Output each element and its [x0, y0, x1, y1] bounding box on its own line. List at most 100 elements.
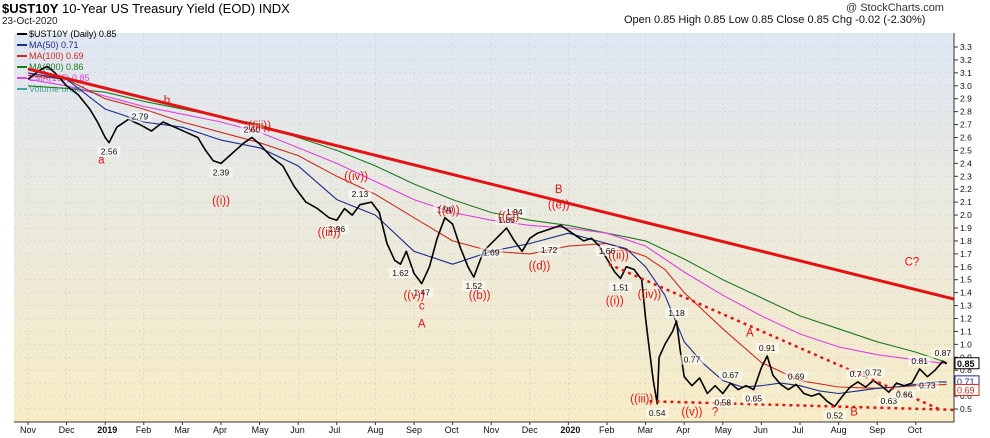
x-tick-label: 2019 — [97, 425, 117, 435]
y-tick-label: 1.6 — [960, 262, 972, 272]
y-tick-label: 0.6 — [960, 391, 972, 401]
price-label-bg — [479, 247, 503, 258]
price-label-bg — [209, 167, 233, 178]
price-label-bg — [742, 393, 766, 404]
legend-entry: $UST10Y (Daily) 0.85 — [29, 29, 116, 39]
price-label: 1.90 — [437, 205, 454, 215]
price-label: 2.60 — [244, 125, 261, 135]
series-line-ema165 — [27, 78, 947, 365]
ohlc-readout: Open 0.85 High 0.85 Low 0.85 Close 0.85 … — [624, 14, 926, 26]
price-label-bg — [348, 189, 372, 200]
y-tick-label: 2.2 — [960, 184, 972, 194]
last-value-tags: 0.85 0.710.69 — [954, 357, 980, 396]
price-label-bg — [877, 396, 901, 407]
x-tick-label: Nov — [483, 425, 500, 435]
price-label-bg — [537, 244, 561, 255]
price-label: 1.51 — [612, 282, 629, 292]
series-line-ma100 — [27, 74, 947, 389]
last-value-label: 0.69 — [957, 385, 975, 395]
y-tick-label: 0.8 — [960, 365, 972, 375]
x-tick-label: Apr — [213, 425, 227, 435]
wave-label: ((iii)) — [248, 121, 271, 133]
x-tick-label: Jul — [329, 425, 341, 435]
x-tick-label: Oct — [445, 425, 460, 435]
price-label: 2.79 — [132, 112, 149, 122]
price-label-bg — [915, 380, 939, 391]
legend-entry: MA(200) 0.86 — [29, 62, 84, 72]
price-label-bg — [433, 204, 457, 215]
price-label: 0.77 — [684, 355, 701, 365]
price-label: 1.66 — [599, 246, 616, 256]
wave-label: ((c)) — [498, 211, 519, 223]
y-tick-label: 2.6 — [960, 133, 972, 143]
y-tick-label: 1.7 — [960, 249, 972, 259]
price-label-bg — [664, 308, 688, 319]
y-tick-label: 2.9 — [960, 94, 972, 104]
wave-label: B — [555, 184, 563, 196]
price-label: 0.73 — [919, 381, 936, 391]
y-tick-label: 2.8 — [960, 107, 972, 117]
y-tick-label: 1.4 — [960, 288, 972, 298]
symbol-name: 10-Year US Treasury Yield (EOD) — [62, 1, 256, 16]
price-label-bg — [719, 370, 743, 381]
price-label-bg — [97, 146, 121, 157]
x-tick-label: Mar — [638, 425, 654, 435]
y-tick-label: 0.5 — [960, 404, 972, 414]
price-label: 0.58 — [715, 397, 732, 407]
y-tick-label: 1.5 — [960, 275, 972, 285]
y-tick-label: 1.2 — [960, 314, 972, 324]
brand-watermark: @ StockCharts.com — [846, 2, 944, 14]
wave-label: ((iii)) — [630, 394, 653, 406]
y-tick-label: 3.2 — [960, 55, 972, 65]
symbol: $UST10Y — [2, 1, 59, 16]
last-value-box — [954, 383, 980, 396]
price-label-bg — [861, 367, 885, 378]
x-tick-label: Aug — [367, 425, 383, 435]
y-tick-label: 2.3 — [960, 171, 972, 181]
chart-date: 23-Oct-2020 — [2, 16, 58, 27]
price-label-bg — [680, 354, 704, 365]
wave-label: ((ii)) — [608, 250, 629, 262]
wave-label: C? — [905, 256, 920, 268]
wave-label: b — [164, 95, 170, 107]
price-label: 0.81 — [911, 356, 928, 366]
trendline-trend_down — [27, 67, 954, 301]
last-value-label: 0.85 — [957, 359, 975, 369]
price-label: 1.62 — [392, 268, 409, 278]
price-label-bg — [595, 246, 619, 257]
x-tick-label: Sep — [869, 425, 885, 435]
trendline-layer — [27, 67, 954, 412]
series-line-ma200 — [27, 85, 947, 364]
y-tick-label: 3.1 — [960, 68, 972, 78]
price-label: 2.13 — [352, 189, 369, 199]
price-label-bg — [784, 371, 808, 382]
wave-label: ((i)) — [606, 295, 624, 307]
x-tick-label: May — [715, 425, 733, 435]
wave-label: A — [746, 328, 754, 340]
y-tick-label: 2.0 — [960, 210, 972, 220]
price-label: 0.66 — [896, 390, 913, 400]
x-tick-label: Apr — [676, 425, 690, 435]
wave-label: a — [98, 154, 105, 166]
price-label-bg — [410, 287, 434, 298]
wave-label-layer: ab((i))((iii))((iii))((iv))((v))cA((a))(… — [98, 95, 919, 419]
price-label-bg — [846, 368, 870, 379]
price-label-bg — [823, 410, 847, 421]
x-tick-label: Jun — [290, 425, 305, 435]
x-tick-label: Jun — [753, 425, 768, 435]
price-label: 0.65 — [745, 394, 762, 404]
x-tick-label: Feb — [136, 425, 152, 435]
wave-label: ((v)) — [681, 406, 702, 418]
price-label: 0.63 — [881, 396, 898, 406]
x-axis: Nov Dec 2019 Feb Mar Apr May Jun Jul Aug Sep Oct Nov… — [14, 421, 954, 435]
price-label: 2.39 — [213, 167, 230, 177]
wave-label: ((d)) — [529, 260, 551, 272]
wave-label: ((e)) — [548, 200, 570, 212]
price-label-bg — [325, 224, 349, 235]
plot-background — [14, 33, 954, 422]
y-tick-label: 1.9 — [960, 223, 972, 233]
price-label: 0.54 — [649, 408, 666, 418]
wave-label: ((i)) — [212, 196, 230, 208]
trendline-trend_lower_dotted — [649, 399, 954, 412]
